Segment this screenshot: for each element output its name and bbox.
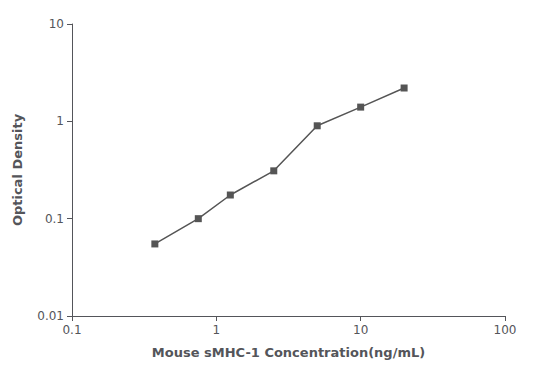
- svg-text:10: 10: [49, 17, 64, 31]
- svg-text:Mouse sMHC-1 Concentration(ng/: Mouse sMHC-1 Concentration(ng/mL): [152, 345, 425, 360]
- svg-text:0.1: 0.1: [45, 212, 64, 226]
- svg-text:1: 1: [56, 114, 64, 128]
- svg-text:10: 10: [353, 323, 368, 337]
- svg-text:1: 1: [213, 323, 221, 337]
- svg-text:0.1: 0.1: [62, 323, 81, 337]
- svg-text:0.01: 0.01: [37, 309, 64, 323]
- svg-text:Optical Density: Optical Density: [10, 113, 25, 226]
- svg-text:100: 100: [494, 323, 517, 337]
